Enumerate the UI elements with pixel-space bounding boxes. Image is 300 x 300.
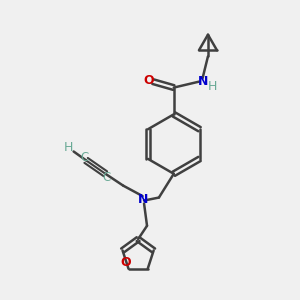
- Text: N: N: [197, 74, 208, 88]
- Text: N: N: [137, 193, 148, 206]
- Text: C: C: [80, 151, 89, 164]
- Text: C: C: [103, 171, 111, 184]
- Text: O: O: [143, 74, 154, 87]
- Text: H: H: [208, 80, 217, 93]
- Text: H: H: [64, 141, 73, 154]
- Text: O: O: [120, 256, 131, 269]
